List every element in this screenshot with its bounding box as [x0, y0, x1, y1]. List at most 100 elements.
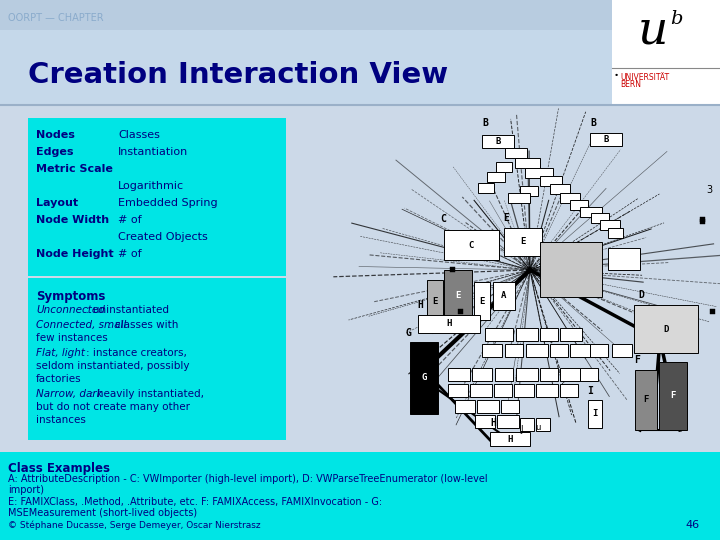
- Text: H: H: [490, 418, 496, 428]
- Bar: [495, 368, 513, 381]
- Text: B: B: [495, 137, 500, 146]
- Bar: [28, 278, 286, 440]
- Text: : uninstantiated: : uninstantiated: [86, 305, 168, 315]
- Bar: [482, 344, 502, 357]
- Text: © Stéphane Ducasse, Serge Demeyer, Oscar Nierstrasz: © Stéphane Ducasse, Serge Demeyer, Oscar…: [8, 520, 261, 530]
- Bar: [515, 158, 540, 168]
- Text: Class Examples: Class Examples: [8, 462, 110, 475]
- Bar: [560, 384, 578, 397]
- Text: Classes: Classes: [118, 130, 160, 140]
- Text: Node Height: Node Height: [36, 249, 114, 259]
- Bar: [634, 305, 698, 353]
- Text: F: F: [643, 395, 649, 404]
- Bar: [494, 384, 512, 397]
- Bar: [612, 344, 632, 357]
- Bar: [525, 168, 553, 178]
- Text: but do not create many other: but do not create many other: [36, 402, 190, 412]
- Bar: [444, 230, 499, 260]
- Text: B: B: [603, 135, 608, 144]
- Bar: [487, 172, 505, 182]
- Bar: [536, 418, 550, 431]
- Bar: [591, 213, 609, 223]
- Text: : classes with: : classes with: [108, 320, 179, 330]
- Text: H: H: [446, 320, 451, 328]
- Bar: [448, 368, 470, 381]
- Text: I: I: [593, 409, 598, 418]
- Text: 46: 46: [686, 520, 700, 530]
- Text: G: G: [421, 374, 427, 382]
- Text: E: E: [480, 296, 485, 306]
- Bar: [580, 368, 598, 381]
- Bar: [496, 162, 512, 172]
- Bar: [482, 135, 514, 148]
- Bar: [497, 415, 519, 428]
- Text: ∙: ∙: [614, 70, 619, 79]
- Bar: [474, 282, 490, 320]
- Bar: [612, 0, 720, 108]
- Bar: [504, 228, 542, 256]
- Text: I: I: [587, 386, 593, 396]
- Text: F: F: [670, 392, 675, 401]
- Bar: [700, 219, 705, 224]
- Text: Embedded Spring: Embedded Spring: [118, 198, 217, 208]
- Text: H: H: [508, 435, 513, 443]
- Text: Narrow, dark: Narrow, dark: [36, 389, 103, 399]
- Bar: [477, 400, 499, 413]
- Bar: [458, 309, 463, 314]
- Bar: [540, 328, 558, 341]
- Bar: [418, 315, 480, 333]
- Text: Flat, light: Flat, light: [36, 348, 85, 358]
- Bar: [501, 400, 519, 413]
- Text: factories: factories: [36, 374, 81, 384]
- Text: OORPT — CHAPTER: OORPT — CHAPTER: [8, 13, 104, 23]
- Text: Instantiation: Instantiation: [118, 147, 188, 157]
- Bar: [570, 200, 588, 210]
- Text: u: u: [638, 8, 668, 53]
- Text: : instance creators,: : instance creators,: [86, 348, 186, 358]
- Text: # of: # of: [118, 249, 142, 259]
- Text: Logarithmic: Logarithmic: [118, 181, 184, 191]
- Bar: [0, 452, 720, 540]
- Bar: [514, 384, 534, 397]
- Text: seldom instantiated, possibly: seldom instantiated, possibly: [36, 361, 189, 371]
- Bar: [516, 368, 538, 381]
- Bar: [710, 309, 715, 314]
- Bar: [536, 384, 558, 397]
- Bar: [520, 418, 534, 431]
- Text: D: D: [638, 290, 644, 300]
- Text: Creation Interaction View: Creation Interaction View: [28, 61, 448, 89]
- Bar: [0, 30, 720, 105]
- Bar: [590, 133, 622, 146]
- Text: E: E: [432, 296, 438, 306]
- Bar: [540, 176, 562, 186]
- Bar: [600, 220, 620, 230]
- Text: : heavily instantiated,: : heavily instantiated,: [90, 389, 204, 399]
- Text: E: E: [521, 238, 526, 246]
- Bar: [427, 280, 443, 322]
- Bar: [505, 148, 527, 158]
- Bar: [485, 328, 513, 341]
- Bar: [608, 228, 623, 238]
- Text: b: b: [670, 10, 683, 28]
- Bar: [608, 248, 640, 270]
- Text: E: E: [455, 292, 461, 300]
- Bar: [550, 184, 570, 194]
- Text: A: A: [501, 292, 507, 300]
- Text: H: H: [417, 300, 423, 310]
- Bar: [520, 186, 538, 196]
- Text: E: E: [503, 213, 509, 223]
- Text: Connected, small: Connected, small: [36, 320, 126, 330]
- Bar: [0, 0, 720, 30]
- Bar: [570, 344, 590, 357]
- Text: Nodes: Nodes: [36, 130, 75, 140]
- Text: Created Objects: Created Objects: [118, 232, 208, 242]
- Text: C: C: [469, 240, 474, 249]
- Bar: [516, 328, 538, 341]
- Bar: [475, 415, 495, 428]
- Text: Layout: Layout: [36, 198, 78, 208]
- Bar: [448, 384, 468, 397]
- Bar: [508, 193, 530, 203]
- Bar: [444, 270, 472, 322]
- Bar: [0, 105, 720, 440]
- Bar: [560, 368, 580, 381]
